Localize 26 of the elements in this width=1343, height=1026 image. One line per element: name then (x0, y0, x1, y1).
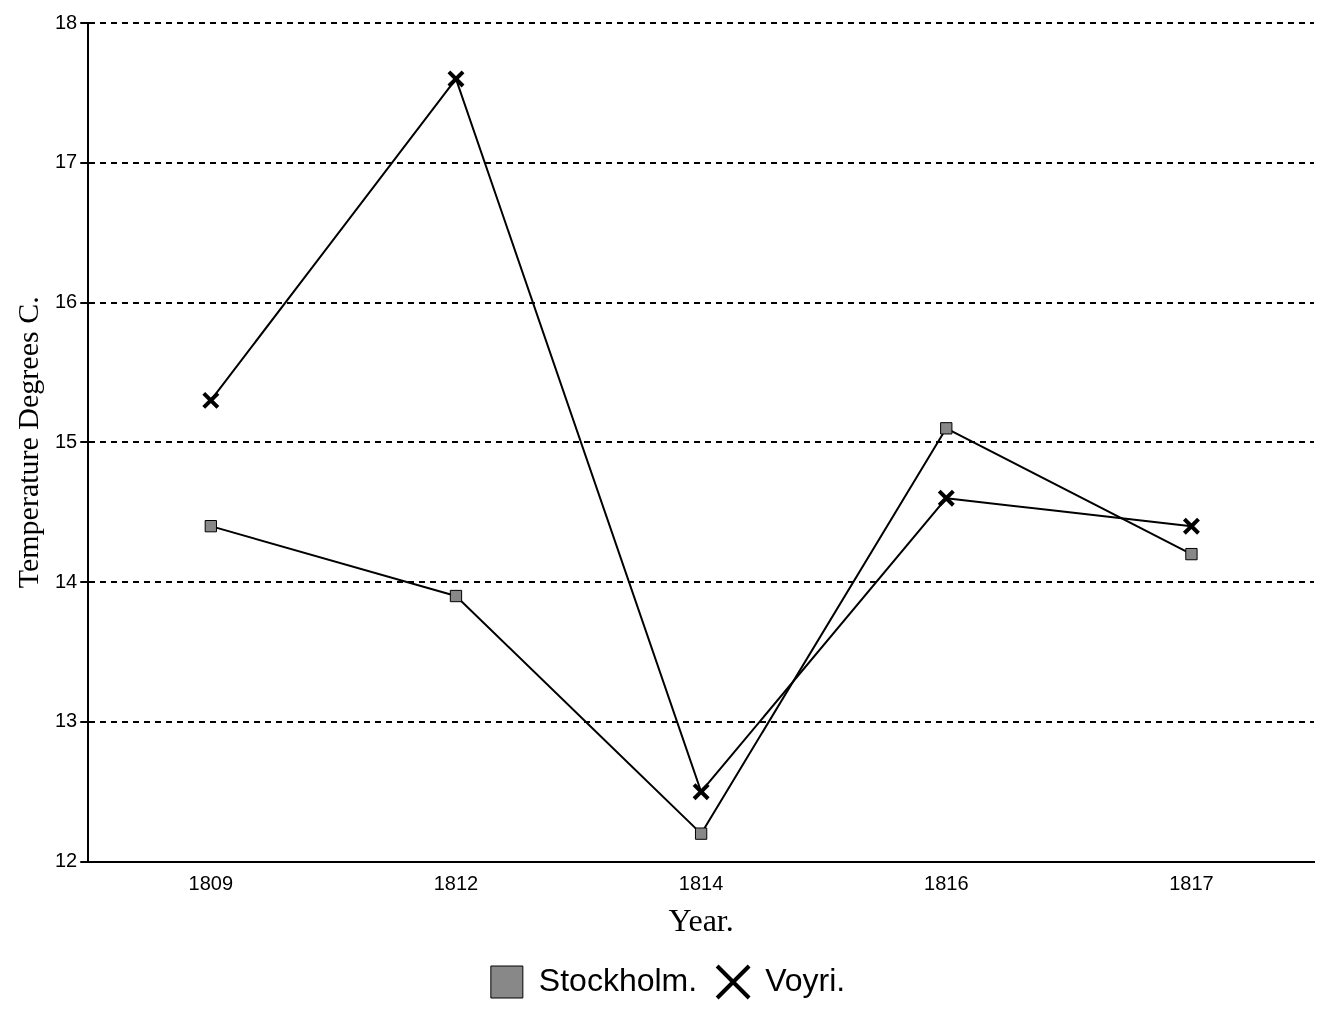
point (1182, 517, 1201, 536)
y-tick-label: 16 (55, 290, 78, 313)
x-tick-label: 1812 (433, 872, 479, 895)
point (449, 589, 463, 603)
legend-label: Stockholm. (538, 961, 698, 998)
point (937, 489, 956, 508)
x-axis-title: Year. (668, 902, 734, 939)
point (694, 827, 708, 840)
point (446, 69, 466, 88)
y-tick-label: 15 (55, 429, 78, 452)
x-tick-label: 1809 (188, 872, 234, 895)
x-tick-label: 1816 (924, 872, 969, 895)
x-tick-label: 1814 (678, 872, 724, 895)
y-tick-label: 13 (55, 709, 78, 732)
y-tick-label: 14 (55, 569, 78, 592)
y-tick-label: 17 (55, 150, 78, 173)
point (940, 422, 953, 435)
point (204, 520, 217, 533)
y-tick-label: 12 (55, 849, 78, 872)
point (692, 782, 711, 801)
x-tick-label: 1817 (1169, 872, 1214, 895)
legend-label: Voyri. (765, 961, 846, 998)
point (201, 391, 220, 410)
point (1185, 547, 1198, 561)
y-tick-label: 18 (55, 10, 78, 33)
y-axis-title: Temperature Degrees C. (10, 296, 44, 589)
